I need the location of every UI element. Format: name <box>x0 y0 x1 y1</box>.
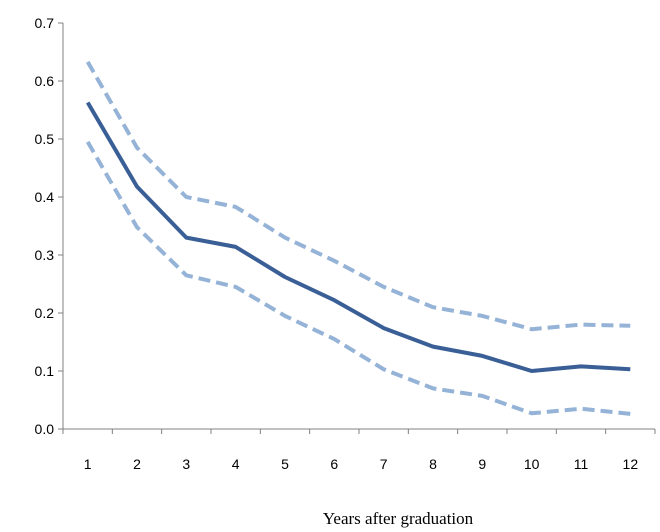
y-tick-label: 0.3 <box>35 247 55 263</box>
y-tick-label: 0.4 <box>35 189 55 205</box>
y-axis-ticks: 0.0 0.1 0.2 0.3 0.4 0.5 0.6 0.7 <box>35 15 63 437</box>
series-line-estimate <box>85 101 631 373</box>
x-axis-ticks: 1 2 3 4 5 6 7 8 9 10 11 12 <box>62 429 656 472</box>
x-axis-label: Years after graduation <box>323 509 474 528</box>
x-tick-label: 2 <box>133 456 141 472</box>
chart-axes: 0.00.10.20.30.40.50.60.7 1 2 3 4 5 6 7 8 9 10 11 12 <box>35 15 656 472</box>
x-tick-label: 3 <box>182 456 190 472</box>
series-line-bound <box>85 140 631 416</box>
x-tick-label: 8 <box>429 456 437 472</box>
x-tick-label: 11 <box>574 456 589 472</box>
x-tick-label: 5 <box>281 456 289 472</box>
x-tick-label: 7 <box>380 456 388 472</box>
series-line-bound <box>85 60 631 332</box>
x-tick-label: 9 <box>478 456 486 472</box>
y-tick-label: 0.2 <box>35 305 55 321</box>
x-tick-label: 1 <box>84 456 92 472</box>
chart-series <box>85 60 631 416</box>
y-tick-label: 0.1 <box>35 363 55 379</box>
y-tick-label: 0.5 <box>35 131 55 147</box>
y-tick-label: 0.6 <box>35 73 55 89</box>
x-tick-label: 6 <box>330 456 338 472</box>
x-tick-label: 10 <box>524 456 540 472</box>
y-tick-label: 0.7 <box>35 15 55 31</box>
y-tick-label: 0.0 <box>35 421 55 437</box>
x-tick-label: 12 <box>623 456 639 472</box>
x-tick-label: 4 <box>232 456 240 472</box>
